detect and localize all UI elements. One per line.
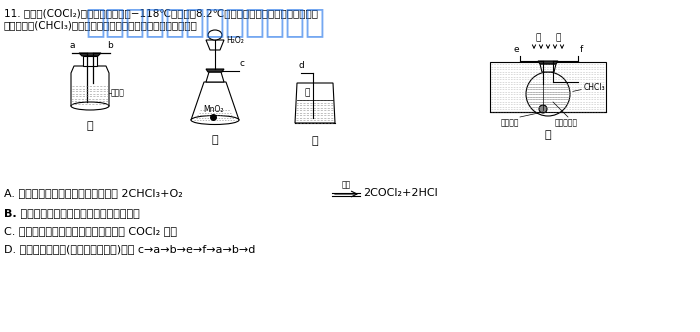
Text: d: d [298, 61, 304, 70]
Text: B. 装置丙的主要作用是吸收尾气中的氯化氢: B. 装置丙的主要作用是吸收尾气中的氯化氢 [4, 208, 140, 218]
Text: 11. 碳酰氯(COCl₂)俗名光气，熔点为−118℃，沸点为8.2℃，遇水迅速水解，生成氯化氢。光: 11. 碳酰氯(COCl₂)俗名光气，熔点为−118℃，沸点为8.2℃，遇水迅速… [4, 8, 318, 18]
Text: 浓硫酸: 浓硫酸 [111, 89, 125, 98]
Polygon shape [295, 83, 335, 123]
Text: A. 装置丁中发生反应的化学方程式为 2CHCl₃+O₂: A. 装置丁中发生反应的化学方程式为 2CHCl₃+O₂ [4, 188, 183, 198]
Text: 光照: 光照 [342, 180, 351, 189]
Polygon shape [206, 69, 224, 72]
Text: 乙: 乙 [211, 135, 218, 145]
Text: 多孔球泡: 多孔球泡 [500, 118, 519, 127]
Polygon shape [83, 56, 97, 66]
Circle shape [539, 105, 547, 113]
Text: 甲: 甲 [87, 121, 93, 131]
Text: MnO₂: MnO₂ [203, 105, 223, 114]
Text: 微信公众号关注：趣找答案: 微信公众号关注：趣找答案 [85, 5, 325, 38]
Text: 2COCl₂+2HCl: 2COCl₂+2HCl [363, 188, 438, 198]
Text: a: a [69, 41, 75, 50]
Text: 光: 光 [536, 33, 540, 42]
Polygon shape [71, 66, 109, 106]
Polygon shape [206, 72, 224, 82]
Text: C. 丁中冰水混合物的作用是降温，防止 COCl₂ 挥发: C. 丁中冰水混合物的作用是降温，防止 COCl₂ 挥发 [4, 226, 177, 236]
Circle shape [526, 72, 570, 116]
Text: 光: 光 [555, 33, 561, 42]
Text: f: f [580, 45, 583, 54]
Text: 水: 水 [304, 89, 309, 98]
Text: 冰水混合物: 冰水混合物 [554, 118, 577, 127]
Text: e: e [513, 45, 519, 54]
Text: b: b [107, 41, 113, 50]
Polygon shape [540, 64, 556, 72]
Polygon shape [538, 61, 558, 64]
Text: 丁: 丁 [545, 130, 552, 140]
Polygon shape [79, 53, 101, 56]
Polygon shape [206, 40, 224, 50]
Polygon shape [490, 62, 606, 112]
Text: CHCl₃: CHCl₃ [584, 82, 606, 92]
Text: 丙: 丙 [312, 136, 318, 146]
Ellipse shape [191, 116, 239, 124]
Ellipse shape [71, 102, 109, 110]
Polygon shape [191, 82, 239, 120]
Ellipse shape [208, 30, 222, 40]
Text: 气可由氯仿(CHCl₃)和氧气在光照条件下合成。下列说法错误的是: 气可由氯仿(CHCl₃)和氧气在光照条件下合成。下列说法错误的是 [4, 20, 198, 30]
Text: c: c [239, 59, 244, 68]
Text: D. 装置的连接顺序(装置可重复使用)应为 c→a→b→e→f→a→b→d: D. 装置的连接顺序(装置可重复使用)应为 c→a→b→e→f→a→b→d [4, 244, 255, 254]
Text: H₂O₂: H₂O₂ [226, 36, 244, 44]
